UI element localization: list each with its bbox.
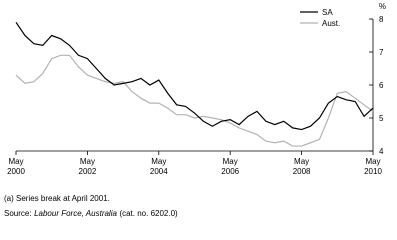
x-tick-label: May	[223, 157, 238, 166]
y-tick-label: 5	[379, 114, 384, 123]
legend-label: Aust.	[322, 19, 340, 28]
source-title: Labour Force, Australia	[34, 209, 117, 218]
y-tick-label: 7	[379, 48, 384, 57]
x-tick-label: 2000	[7, 167, 25, 176]
y-unit: %	[379, 2, 386, 11]
y-tick-label: 4	[379, 147, 384, 156]
x-tick-label: May	[365, 157, 380, 166]
x-tick-label: May	[294, 157, 309, 166]
source-suffix: (cat. no. 6202.0)	[119, 209, 178, 218]
source-prefix: Source:	[4, 209, 32, 218]
x-tick-label: 2010	[364, 167, 382, 176]
series-line	[15, 21, 374, 131]
series-line	[15, 54, 374, 147]
x-tick-label: 2002	[79, 167, 97, 176]
chart: % (a) Series break at April 2001. Source…	[4, 2, 386, 218]
legend-label: SA	[322, 8, 333, 17]
x-tick-label: 2004	[150, 167, 168, 176]
footnote: (a) Series break at April 2001.	[4, 194, 110, 203]
x-tick-label: 2008	[293, 167, 311, 176]
y-tick-label: 8	[379, 15, 384, 24]
x-tick-label: May	[80, 157, 95, 166]
x-tick-label: May	[8, 157, 23, 166]
y-tick-label: 6	[379, 81, 384, 90]
page: % (a) Series break at April 2001. Source…	[4, 2, 386, 218]
x-tick-label: May	[151, 157, 166, 166]
source: Source: Labour Force, Australia (cat. no. …	[4, 209, 178, 218]
x-tick-label: 2006	[221, 167, 239, 176]
